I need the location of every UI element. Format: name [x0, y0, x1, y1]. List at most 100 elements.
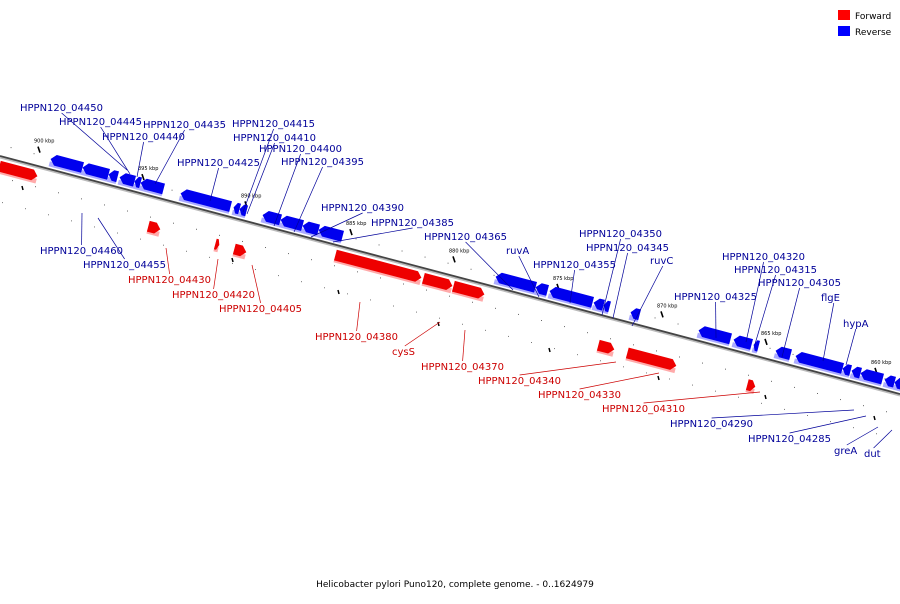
label-dut: dut: [864, 430, 892, 460]
guide-dot: [35, 186, 36, 187]
guide-dot: [416, 312, 417, 313]
gene-label-text: HPPN120_04450: [20, 103, 103, 114]
guide-dot: [58, 192, 59, 193]
gene-label-text: HPPN120_04315: [734, 265, 817, 276]
guide-dot: [196, 229, 197, 230]
gene-hppn120-04330[interactable]: [625, 348, 676, 374]
guide-dot: [725, 369, 726, 370]
label-hppn120-04370: HPPN120_04370: [421, 330, 504, 373]
gene-hppn120-04340[interactable]: [596, 340, 614, 357]
gene-hppn120-04430[interactable]: [146, 221, 160, 237]
guide-dot: [738, 397, 739, 398]
guide-dot: [71, 220, 72, 221]
label-leader-line: [580, 373, 659, 389]
guide-dot: [150, 217, 151, 218]
legend-reverse-swatch: [838, 26, 850, 36]
guide-dot: [393, 306, 394, 307]
gene-label-text: HPPN120_04355: [533, 260, 616, 271]
label-cyss: cysS: [392, 322, 440, 358]
gene-label-text: HPPN120_04345: [586, 243, 669, 254]
label-leader-line: [823, 303, 834, 361]
guide-dot: [425, 257, 426, 258]
tick-mark: [661, 311, 663, 317]
tick-870-kbp: 870 kbp: [657, 303, 677, 317]
guide-dot: [485, 330, 486, 331]
gene-hppn120-04405[interactable]: [232, 244, 246, 260]
guide-dot: [656, 350, 657, 351]
guide-dot: [761, 403, 762, 404]
gene-label-text: HPPN120_04440: [102, 132, 185, 143]
gene-label-text: HPPN120_04310: [602, 404, 685, 415]
label-hypa: hypA: [843, 319, 869, 365]
guide-dot: [94, 226, 95, 227]
tick-label: 875 kbp: [553, 276, 573, 282]
guide-dot: [853, 427, 854, 428]
tick-stub: [658, 376, 659, 380]
guide-dot: [334, 265, 335, 266]
guide-dot: [2, 202, 3, 203]
gene-hppn120-04310[interactable]: [745, 379, 755, 394]
gene-label-text: HPPN120_04385: [371, 218, 454, 229]
tick-mark: [350, 229, 352, 235]
guide-dot: [748, 375, 749, 376]
gene-label-text: dut: [864, 449, 881, 460]
tick-stub: [22, 186, 23, 190]
label-leader-line: [357, 302, 360, 331]
gene-hppn120-04365[interactable]: [494, 273, 537, 295]
label-leader-line: [214, 259, 218, 289]
guide-dot: [633, 344, 634, 345]
label-leader-line: [210, 168, 219, 201]
gene-label-text: HPPN120_04370: [421, 362, 504, 373]
legend: Forward Reverse: [838, 10, 892, 38]
gene-hppn120-04390[interactable]: [301, 222, 320, 238]
gene-label-text: HPPN120_04415: [232, 119, 315, 130]
guide-dot: [495, 308, 496, 309]
guide-dot: [793, 354, 794, 355]
tick-label: 870 kbp: [657, 303, 677, 309]
label-leader-line: [644, 392, 760, 403]
gene-label-text: HPPN120_04435: [143, 120, 226, 131]
guide-dot: [25, 208, 26, 209]
guide-dot: [518, 314, 519, 315]
guide-dot: [347, 293, 348, 294]
guide-dot: [324, 287, 325, 288]
label-leader-line: [712, 410, 854, 418]
guide-dot: [104, 204, 105, 205]
guide-dot: [186, 251, 187, 252]
guide-dot: [81, 198, 82, 199]
gene-label-text: HPPN120_04445: [59, 117, 142, 128]
tick-stub: [549, 348, 550, 352]
guide-dot: [288, 253, 289, 254]
guide-dot: [771, 381, 772, 382]
gene-label-text: HPPN120_04380: [315, 332, 398, 343]
guide-dot: [255, 269, 256, 270]
gene-label-text: hypA: [843, 319, 869, 330]
label-hppn120-04305: HPPN120_04305: [758, 278, 841, 357]
label-hppn120-04460: HPPN120_04460: [40, 213, 123, 257]
guide-dot: [840, 399, 841, 400]
tick-mark: [453, 256, 455, 262]
gene-hppn120-04320[interactable]: [732, 336, 753, 352]
label-leader-line: [790, 416, 866, 433]
gene-label-text: HPPN120_04325: [674, 292, 757, 303]
map-title: Helicobacter pylori Puno120, complete ge…: [316, 580, 594, 590]
gene-label-text: flgE: [821, 293, 840, 304]
gene-arrow: [754, 340, 760, 351]
gene-label-text: HPPN120_04320: [722, 252, 805, 263]
label-leader-line: [632, 266, 663, 326]
guide-dot: [669, 379, 670, 380]
guide-dot: [784, 409, 785, 410]
guide-dot: [173, 223, 174, 224]
guide-dot: [577, 354, 578, 355]
guide-dot: [265, 247, 266, 248]
tick-stub: [338, 290, 339, 294]
tick-mark: [38, 147, 40, 153]
guide-dot: [692, 385, 693, 386]
gene-label-text: HPPN120_04460: [40, 246, 123, 257]
gene-label-text: greA: [834, 446, 857, 457]
guide-dot: [886, 411, 887, 412]
gene-hppn120-04420[interactable]: [213, 239, 219, 253]
guide-dot: [554, 348, 555, 349]
gene-label-text: HPPN120_04400: [259, 144, 342, 155]
